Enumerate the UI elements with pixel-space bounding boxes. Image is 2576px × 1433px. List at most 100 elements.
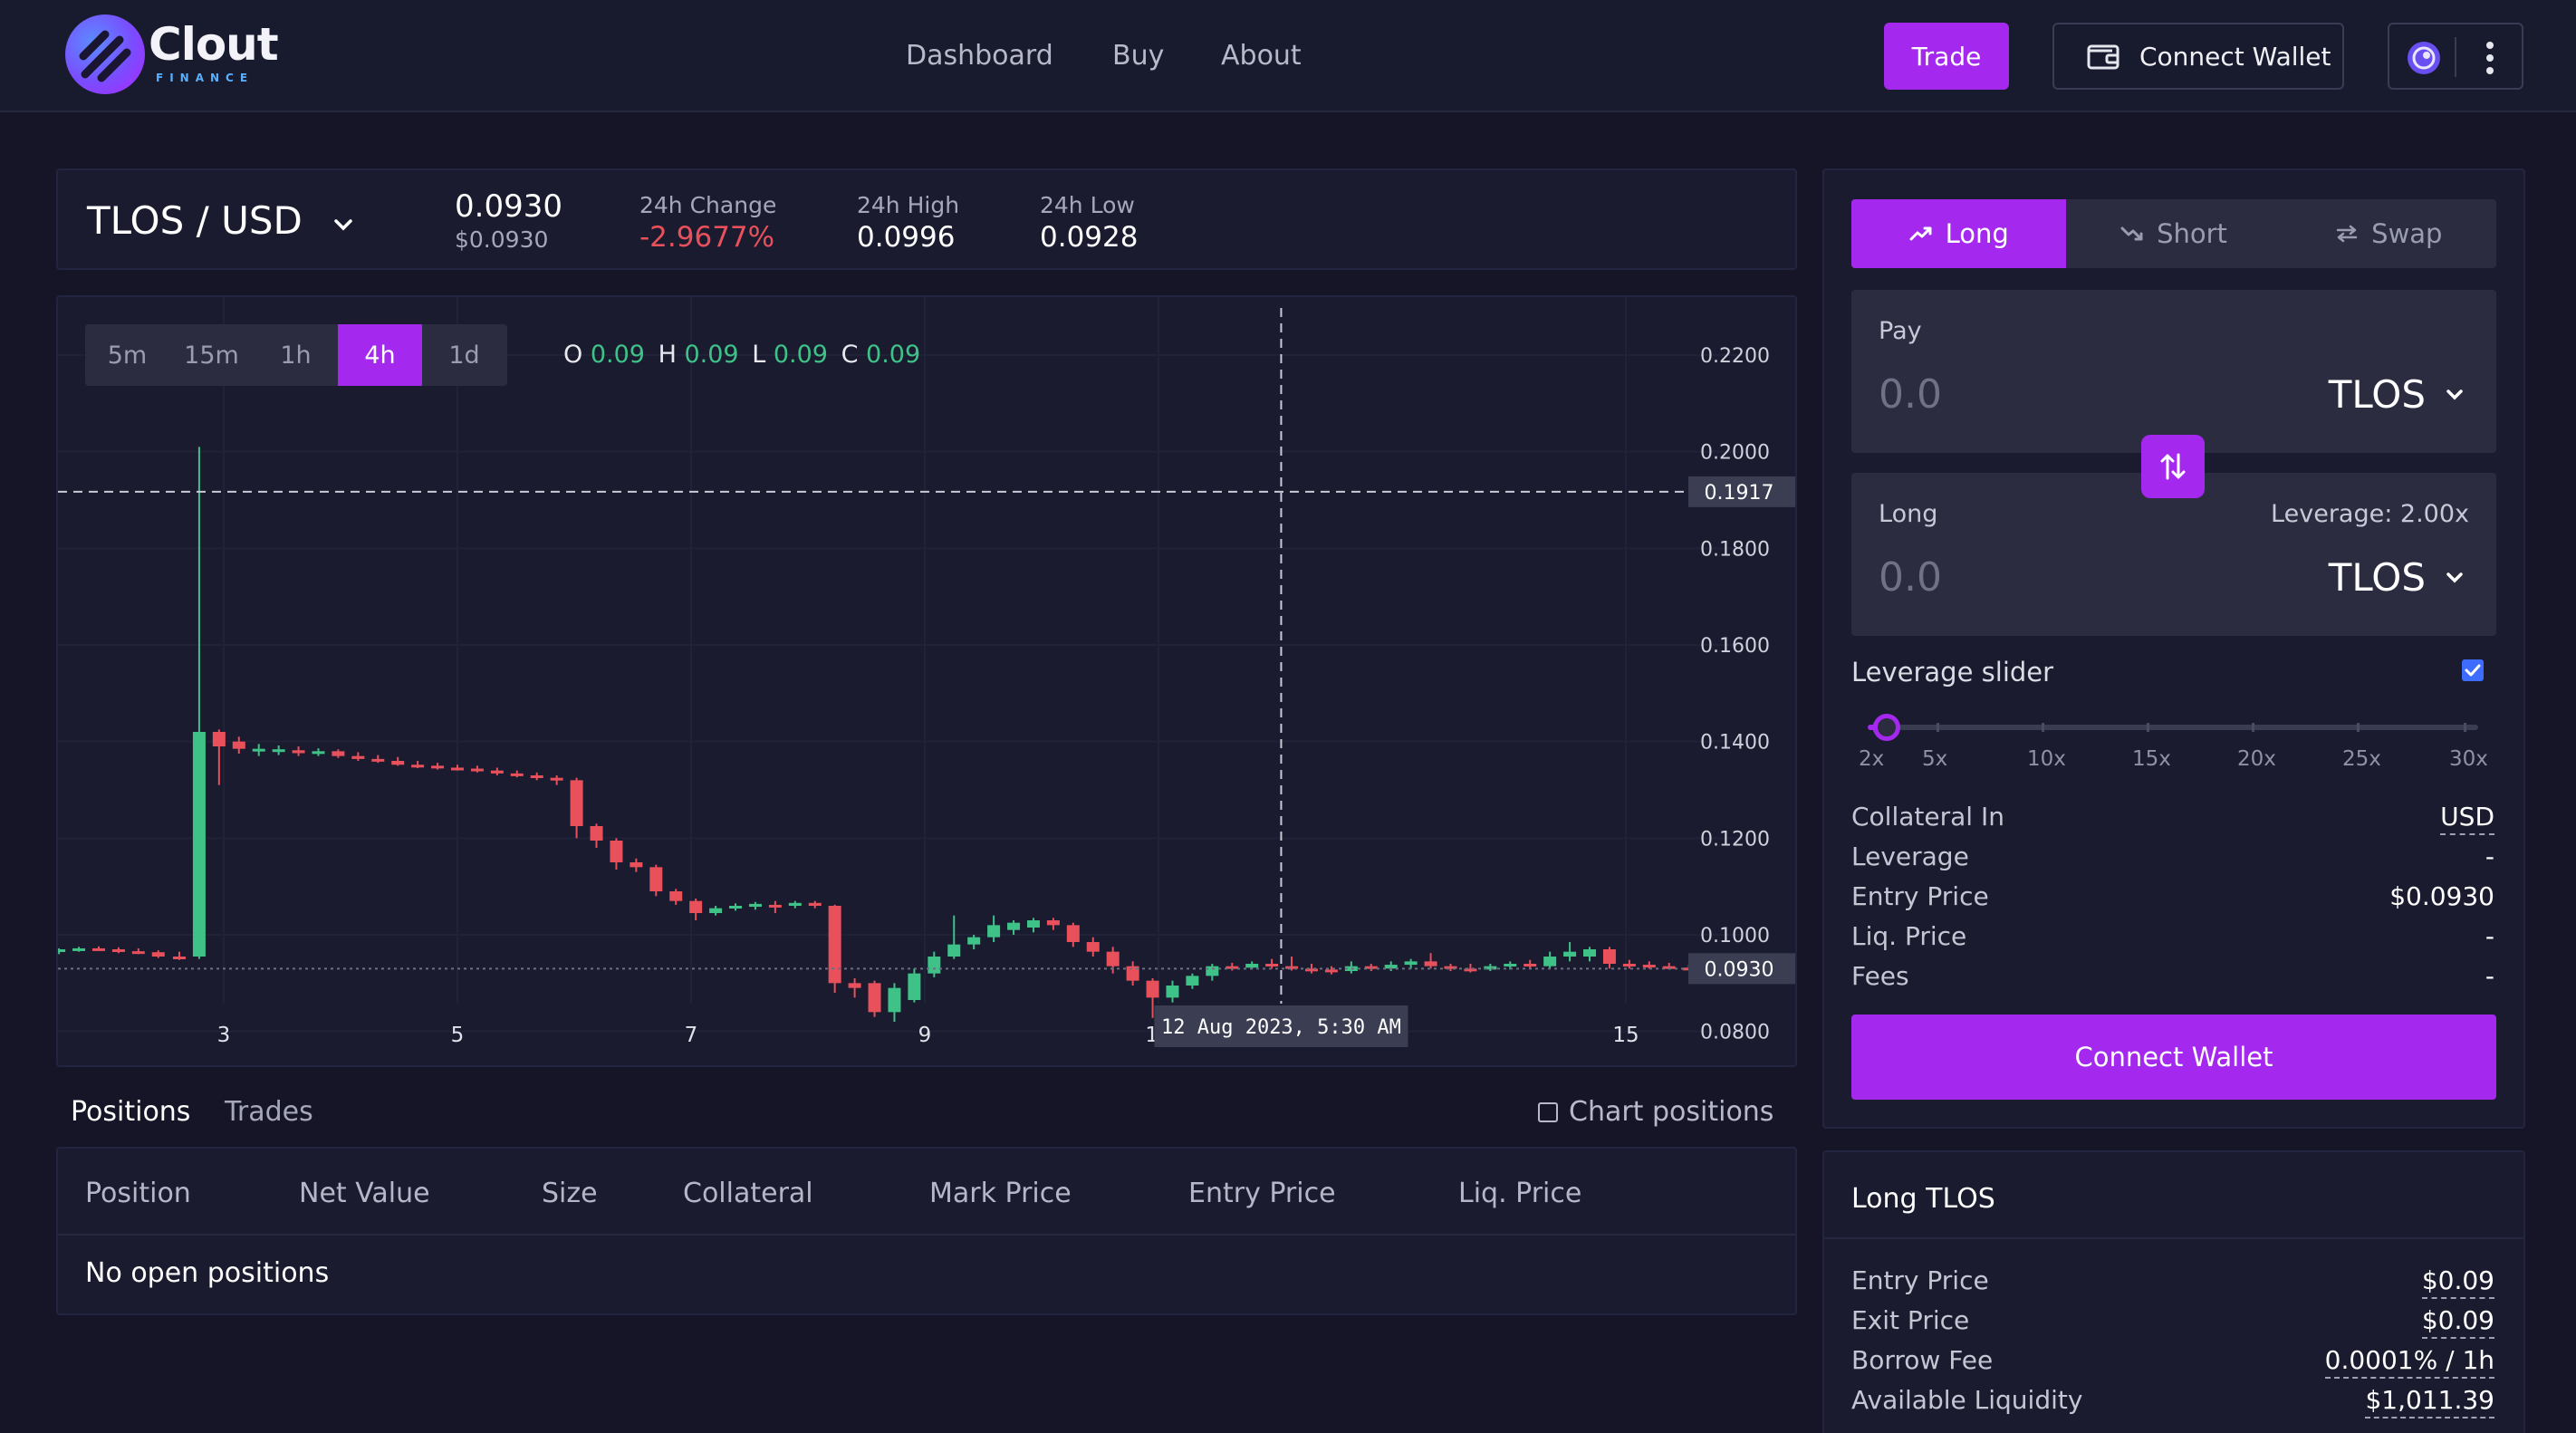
nav-about[interactable]: About	[1221, 40, 1302, 72]
wallet-icon	[2087, 44, 2119, 70]
candle-body	[669, 891, 683, 901]
positions-table: Position Net Value Size Collateral Mark …	[56, 1147, 1797, 1315]
pay-label: Pay	[1879, 317, 1922, 345]
leverage-mark-15x[interactable]: 15x	[2132, 747, 2171, 771]
brand-name[interactable]: Clout	[149, 18, 279, 71]
pay-token-selector[interactable]: TLOS	[2329, 371, 2465, 418]
candle-body	[1484, 966, 1497, 970]
tab-swap[interactable]: Swap	[2282, 199, 2496, 268]
candle-body	[630, 862, 643, 868]
pay-amount-input[interactable]: 0.0	[1879, 371, 1942, 418]
candle-body	[1126, 966, 1139, 981]
leverage-slider-checkbox[interactable]	[2462, 659, 2484, 681]
nav-dashboard[interactable]: Dashboard	[906, 40, 1053, 72]
detail-label: Collateral In	[1851, 802, 2004, 832]
candle-body	[1364, 966, 1378, 969]
chevron-down-icon	[2446, 572, 2463, 583]
swap-vertical-icon	[2160, 453, 2186, 480]
tab-short[interactable]: Short	[2066, 199, 2281, 268]
more-menu-icon[interactable]	[2485, 41, 2494, 75]
candle-body	[1046, 920, 1060, 926]
candle-body	[391, 761, 405, 765]
low-label: 24h Low	[1040, 192, 1135, 218]
pair-selector[interactable]: TLOS / USD	[87, 199, 356, 243]
ohlc-low-label: L	[752, 341, 766, 369]
leverage-mark-30x[interactable]: 30x	[2449, 747, 2488, 771]
detail-value: -	[2485, 921, 2494, 951]
crosshair-time-tag	[1154, 1005, 1408, 1047]
chevron-down-icon	[334, 219, 352, 231]
logo-icon[interactable]	[65, 14, 145, 94]
col-mark-price: Mark Price	[929, 1178, 1072, 1209]
x-tick-label: 7	[685, 1024, 698, 1047]
candle-body	[1026, 920, 1040, 928]
candle-body	[351, 755, 365, 759]
candle-body	[570, 780, 583, 826]
ohlc-high: 0.09	[684, 341, 739, 369]
last-price-tag	[1688, 953, 1795, 985]
candle-body	[1384, 965, 1398, 969]
leverage-tick	[2357, 723, 2360, 732]
candlestick-chart[interactable]: 0.2200 0.2000 0.1800 0.1600 0.1400 0.1200 0.10…	[58, 297, 1795, 1065]
divider	[1824, 1237, 2523, 1239]
tab-positions[interactable]: Positions	[71, 1096, 191, 1128]
chart-positions-checkbox[interactable]	[1538, 1102, 1558, 1122]
candle-body	[1344, 966, 1358, 971]
info-value[interactable]: $1,011.39	[2365, 1384, 2494, 1419]
candle-body	[1523, 964, 1537, 967]
ohlc-open-label: O	[563, 341, 583, 369]
candle-body	[72, 947, 86, 951]
info-label: Entry Price	[1851, 1265, 1989, 1295]
candle-body	[788, 902, 802, 906]
candle-body	[1324, 969, 1338, 973]
switch-direction-button[interactable]	[2141, 435, 2205, 498]
x-tick-label: 9	[918, 1024, 932, 1047]
candle-body	[768, 904, 782, 908]
timeframe-5m[interactable]: 5m	[107, 341, 148, 370]
detail-value[interactable]: USD	[2440, 801, 2494, 835]
price: 0.0930	[455, 188, 562, 225]
leverage-slider-track[interactable]	[1868, 725, 2478, 730]
candle-body	[371, 758, 385, 762]
leverage-slider-handle[interactable]	[1873, 714, 1900, 741]
candle-body	[252, 748, 265, 752]
chevron-down-icon	[2446, 390, 2463, 400]
connect-wallet-submit-button[interactable]: Connect Wallet	[1851, 1015, 2496, 1100]
leverage-mark-20x[interactable]: 20x	[2237, 747, 2276, 771]
candle-body	[91, 947, 105, 951]
leverage-readout: Leverage: 2.00x	[2271, 500, 2469, 528]
chart-positions-toggle[interactable]: Chart positions	[1538, 1094, 1773, 1130]
timeframe-1d[interactable]: 1d	[448, 341, 480, 370]
network-menu[interactable]	[2388, 23, 2523, 90]
candle-body	[1662, 966, 1676, 969]
nav-buy[interactable]: Buy	[1112, 40, 1165, 72]
last-price-label: 0.0930	[1705, 958, 1774, 981]
candle-body	[530, 775, 543, 778]
tab-trades[interactable]: Trades	[224, 1096, 313, 1128]
long-amount-input[interactable]: 0.0	[1879, 554, 1942, 601]
tab-long-label: Long	[1945, 218, 2009, 249]
trade-button[interactable]: Trade	[1884, 23, 2009, 90]
info-value[interactable]: $0.09	[2421, 1265, 2494, 1299]
pay-box: Pay 0.0 TLOS	[1851, 290, 2496, 453]
leverage-mark-2x[interactable]: 2x	[1859, 747, 1885, 771]
candle-body	[111, 949, 125, 952]
long-token-selector[interactable]: TLOS	[2329, 554, 2465, 601]
timeframe-1h[interactable]: 1h	[280, 341, 312, 370]
info-value[interactable]: 0.0001% / 1h	[2324, 1344, 2494, 1379]
candle-body	[610, 841, 623, 862]
leverage-mark-5x[interactable]: 5x	[1922, 747, 1948, 771]
price-chart-panel[interactable]: 0.2200 0.2000 0.1800 0.1600 0.1400 0.1200 0.10…	[56, 295, 1797, 1067]
tab-long[interactable]: Long	[1851, 199, 2067, 268]
leverage-mark-10x[interactable]: 10x	[2027, 747, 2066, 771]
candle-body	[332, 751, 345, 756]
info-value[interactable]: $0.09	[2421, 1304, 2494, 1339]
timeframe-4h[interactable]: 4h	[338, 324, 422, 386]
leverage-mark-25x[interactable]: 25x	[2342, 747, 2381, 771]
trade-mode-tabs: Long Short Swap	[1851, 199, 2496, 268]
connect-wallet-button[interactable]: Connect Wallet	[2052, 23, 2344, 90]
timeframe-15m[interactable]: 15m	[184, 341, 239, 370]
y-tick-label: 0.0800	[1700, 1022, 1770, 1044]
trend-down-icon	[2120, 226, 2143, 241]
network-icon[interactable]	[2406, 40, 2442, 76]
